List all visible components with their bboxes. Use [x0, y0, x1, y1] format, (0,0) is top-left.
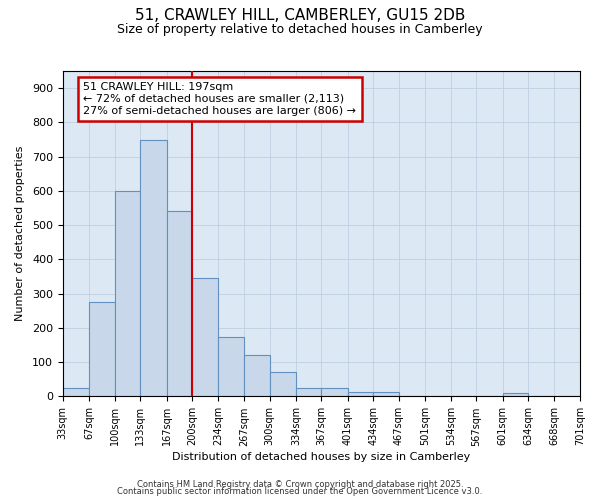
Bar [244, 356, 269, 397]
Bar [348, 392, 373, 396]
Bar [503, 393, 528, 396]
Text: Contains HM Land Registry data © Crown copyright and database right 2025.: Contains HM Land Registry data © Crown c… [137, 480, 463, 489]
X-axis label: Distribution of detached houses by size in Camberley: Distribution of detached houses by size … [172, 452, 470, 462]
Text: 51 CRAWLEY HILL: 197sqm
← 72% of detached houses are smaller (2,113)
27% of semi: 51 CRAWLEY HILL: 197sqm ← 72% of detache… [83, 82, 356, 116]
Text: 51, CRAWLEY HILL, CAMBERLEY, GU15 2DB: 51, CRAWLEY HILL, CAMBERLEY, GU15 2DB [135, 8, 465, 22]
Text: Size of property relative to detached houses in Camberley: Size of property relative to detached ho… [117, 22, 483, 36]
Bar [63, 388, 89, 396]
Bar [218, 336, 244, 396]
Bar [89, 302, 115, 396]
Bar [140, 140, 167, 396]
Bar [167, 212, 192, 396]
Bar [322, 388, 348, 396]
Bar [115, 191, 140, 396]
Bar [269, 372, 296, 396]
Y-axis label: Number of detached properties: Number of detached properties [15, 146, 25, 322]
Bar [296, 388, 322, 396]
Text: Contains public sector information licensed under the Open Government Licence v3: Contains public sector information licen… [118, 487, 482, 496]
Bar [373, 392, 399, 396]
Bar [192, 278, 218, 396]
